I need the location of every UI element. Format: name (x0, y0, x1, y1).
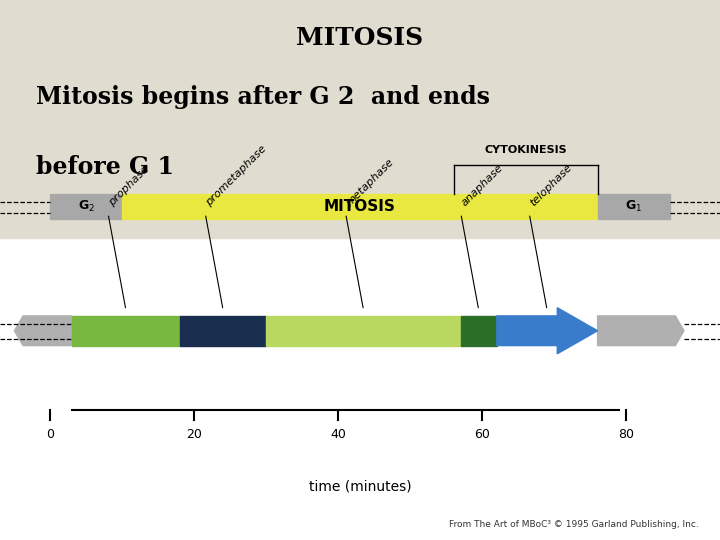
Bar (72, 316, 180, 346)
Text: 40: 40 (330, 428, 346, 441)
Text: 20: 20 (186, 428, 202, 441)
Text: MITOSIS: MITOSIS (297, 26, 423, 50)
Text: telophase: telophase (528, 162, 574, 208)
Polygon shape (14, 316, 72, 346)
Polygon shape (497, 308, 598, 354)
Polygon shape (598, 316, 684, 346)
Bar (180, 316, 266, 346)
Text: anaphase: anaphase (459, 163, 505, 208)
Bar (266, 316, 461, 346)
Text: prometaphase: prometaphase (204, 144, 268, 208)
Text: From The Art of MBoC³ © 1995 Garland Publishing, Inc.: From The Art of MBoC³ © 1995 Garland Pub… (449, 520, 698, 529)
Bar (598, 194, 670, 219)
Text: before G 1: before G 1 (36, 156, 174, 179)
Bar (50, 194, 122, 219)
Bar (461, 316, 497, 346)
Text: Mitosis begins after G 2  and ends: Mitosis begins after G 2 and ends (36, 85, 490, 109)
Text: 60: 60 (474, 428, 490, 441)
Text: 80: 80 (618, 428, 634, 441)
Text: metaphase: metaphase (344, 157, 395, 208)
Text: prophase: prophase (107, 164, 150, 208)
Bar (122, 194, 598, 219)
Text: time (minutes): time (minutes) (309, 479, 411, 493)
Text: CYTOKINESIS: CYTOKINESIS (485, 145, 567, 155)
Bar (0, 0, 720, 238)
Text: G$_2$: G$_2$ (78, 199, 95, 214)
Text: 0: 0 (46, 428, 55, 441)
Text: MITOSIS: MITOSIS (324, 199, 396, 214)
Text: G$_1$: G$_1$ (625, 199, 642, 214)
